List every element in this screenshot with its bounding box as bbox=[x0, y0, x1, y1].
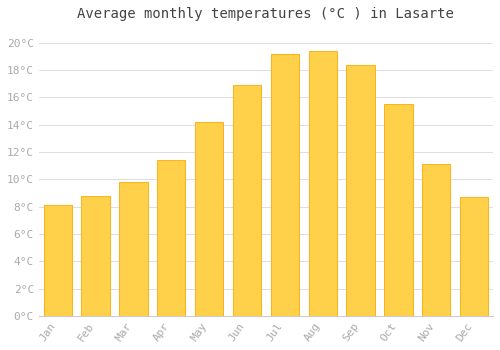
Bar bbox=[233, 85, 261, 316]
Bar bbox=[384, 104, 412, 316]
Bar bbox=[119, 182, 148, 316]
Bar bbox=[270, 54, 299, 316]
Bar bbox=[195, 122, 224, 316]
Bar bbox=[460, 197, 488, 316]
Bar bbox=[308, 51, 337, 316]
Title: Average monthly temperatures (°C ) in Lasarte: Average monthly temperatures (°C ) in La… bbox=[78, 7, 454, 21]
Bar bbox=[44, 205, 72, 316]
Bar bbox=[157, 160, 186, 316]
Bar bbox=[346, 64, 375, 316]
Bar bbox=[422, 164, 450, 316]
Bar bbox=[82, 196, 110, 316]
